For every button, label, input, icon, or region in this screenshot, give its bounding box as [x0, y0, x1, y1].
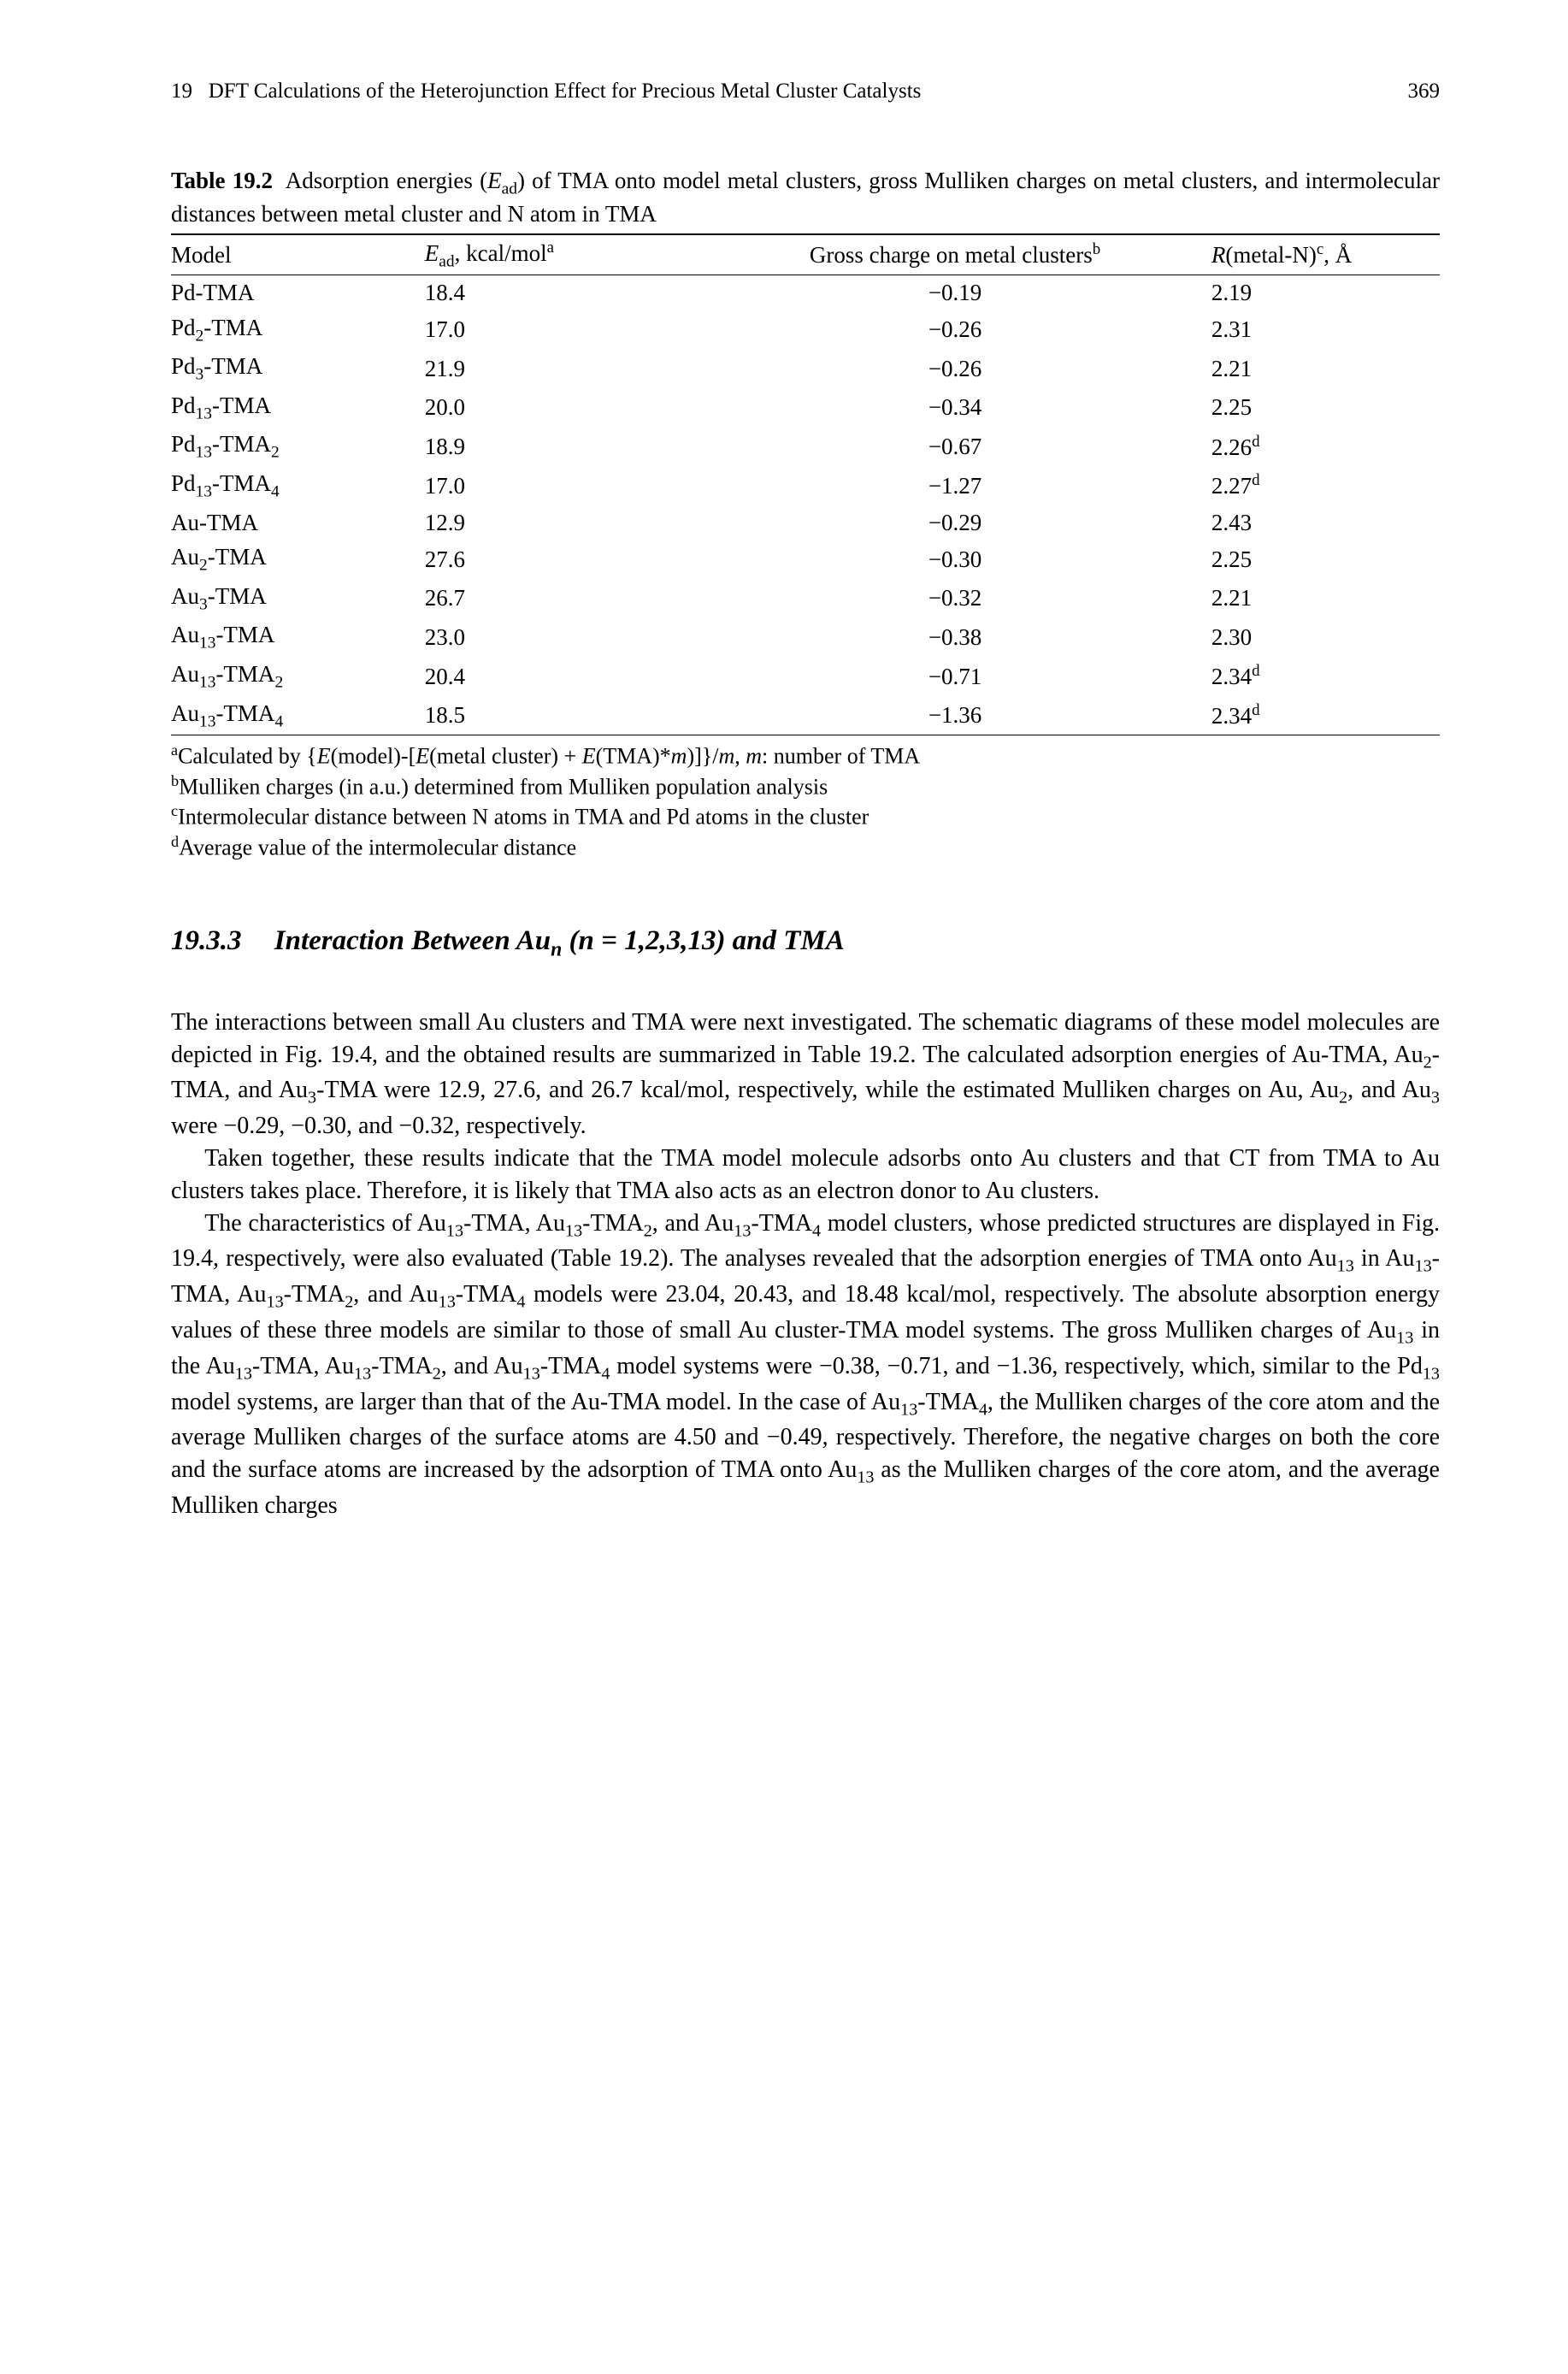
col-charge: Gross charge on metal clustersb	[704, 234, 1211, 275]
table-row: Pd13-TMA20.0−0.342.25	[171, 388, 1440, 428]
cell-ead: 18.9	[425, 427, 704, 466]
cell-ead: 27.6	[425, 540, 704, 579]
cell-charge: −0.32	[704, 579, 1211, 618]
table-row: Au13-TMA220.4−0.712.34d	[171, 657, 1440, 696]
cell-model: Au-TMA	[171, 505, 425, 540]
table-caption: Table 19.2 Adsorption energies (Ead) of …	[171, 166, 1440, 230]
cell-model: Pd13-TMA	[171, 388, 425, 428]
cell-charge: −0.71	[704, 657, 1211, 696]
cell-charge: −0.38	[704, 617, 1211, 657]
cell-distance: 2.25	[1211, 388, 1440, 428]
table-19-2: Table 19.2 Adsorption energies (Ead) of …	[171, 166, 1440, 862]
table-row: Au13-TMA418.5−1.362.34d	[171, 696, 1440, 735]
cell-ead: 17.0	[425, 310, 704, 350]
cell-distance: 2.34d	[1211, 657, 1440, 696]
cell-ead: 12.9	[425, 505, 704, 540]
paragraph-1: The interactions between small Au cluste…	[171, 1007, 1440, 1143]
cell-distance: 2.34d	[1211, 696, 1440, 735]
table-row: Au2-TMA27.6−0.302.25	[171, 540, 1440, 579]
cell-charge: −0.30	[704, 540, 1211, 579]
cell-model: Au13-TMA4	[171, 696, 425, 735]
cell-charge: −1.36	[704, 696, 1211, 735]
cell-distance: 2.30	[1211, 617, 1440, 657]
cell-charge: −0.26	[704, 349, 1211, 388]
cell-model: Pd13-TMA2	[171, 427, 425, 466]
cell-charge: −0.29	[704, 505, 1211, 540]
footnote-b: bMulliken charges (in a.u.) determined f…	[171, 771, 1440, 801]
cell-ead: 21.9	[425, 349, 704, 388]
col-distance: R(metal-N)c, Å	[1211, 234, 1440, 275]
footnote-c: cIntermolecular distance between N atoms…	[171, 801, 1440, 831]
cell-model: Pd-TMA	[171, 275, 425, 310]
section-number: 19.3.3	[171, 922, 242, 960]
section-title: Interaction Between Aun (n = 1,2,3,13) a…	[274, 925, 845, 956]
paragraph-2: Taken together, these results indicate t…	[171, 1143, 1440, 1208]
table-row: Pd13-TMA218.9−0.672.26d	[171, 427, 1440, 466]
table-row: Pd13-TMA417.0−1.272.27d	[171, 466, 1440, 505]
cell-distance: 2.21	[1211, 579, 1440, 618]
cell-distance: 2.19	[1211, 275, 1440, 310]
cell-distance: 2.43	[1211, 505, 1440, 540]
cell-ead: 18.4	[425, 275, 704, 310]
cell-charge: −0.26	[704, 310, 1211, 350]
table-row: Au-TMA12.9−0.292.43	[171, 505, 1440, 540]
table-row: Pd3-TMA21.9−0.262.21	[171, 349, 1440, 388]
col-ead: Ead, kcal/mola	[425, 234, 704, 275]
cell-distance: 2.25	[1211, 540, 1440, 579]
cell-charge: −0.34	[704, 388, 1211, 428]
cell-ead: 20.4	[425, 657, 704, 696]
chapter-number: 19	[171, 80, 192, 103]
cell-charge: −0.67	[704, 427, 1211, 466]
cell-ead: 26.7	[425, 579, 704, 618]
cell-ead: 17.0	[425, 466, 704, 505]
cell-model: Pd2-TMA	[171, 310, 425, 350]
cell-charge: −1.27	[704, 466, 1211, 505]
cell-ead: 18.5	[425, 696, 704, 735]
footnote-a: aCalculated by {E(model)-[E(metal cluste…	[171, 741, 1440, 771]
cell-model: Au13-TMA2	[171, 657, 425, 696]
running-head: 19 DFT Calculations of the Heterojunctio…	[171, 77, 1440, 106]
table-row: Pd-TMA18.4−0.192.19	[171, 275, 1440, 310]
table-header-row: Model Ead, kcal/mola Gross charge on met…	[171, 234, 1440, 275]
table-row: Au3-TMA26.7−0.322.21	[171, 579, 1440, 618]
table-label: Table 19.2	[171, 168, 273, 193]
cell-distance: 2.27d	[1211, 466, 1440, 505]
table-footnotes: aCalculated by {E(model)-[E(metal cluste…	[171, 741, 1440, 862]
section-heading: 19.3.3 Interaction Between Aun (n = 1,2,…	[171, 922, 1440, 964]
caption-text: Adsorption energies (Ead) of TMA onto mo…	[171, 168, 1440, 227]
chapter-title: DFT Calculations of the Heterojunction E…	[209, 80, 922, 103]
cell-distance: 2.21	[1211, 349, 1440, 388]
cell-model: Au3-TMA	[171, 579, 425, 618]
cell-model: Pd13-TMA4	[171, 466, 425, 505]
col-model: Model	[171, 234, 425, 275]
cell-ead: 23.0	[425, 617, 704, 657]
page-number: 369	[1408, 77, 1441, 106]
table-row: Au13-TMA23.0−0.382.30	[171, 617, 1440, 657]
running-head-left: 19 DFT Calculations of the Heterojunctio…	[171, 77, 921, 106]
cell-model: Au13-TMA	[171, 617, 425, 657]
cell-model: Au2-TMA	[171, 540, 425, 579]
cell-model: Pd3-TMA	[171, 349, 425, 388]
cell-distance: 2.31	[1211, 310, 1440, 350]
data-table: Model Ead, kcal/mola Gross charge on met…	[171, 233, 1440, 736]
paragraph-3: The characteristics of Au13-TMA, Au13-TM…	[171, 1208, 1440, 1522]
footnote-d: dAverage value of the intermolecular dis…	[171, 832, 1440, 862]
cell-ead: 20.0	[425, 388, 704, 428]
table-row: Pd2-TMA17.0−0.262.31	[171, 310, 1440, 350]
cell-charge: −0.19	[704, 275, 1211, 310]
cell-distance: 2.26d	[1211, 427, 1440, 466]
